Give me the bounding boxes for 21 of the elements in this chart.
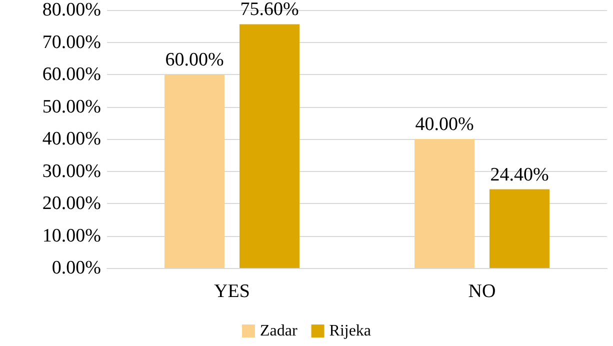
y-tick-label: 30.00% — [42, 160, 102, 182]
x-tick-label: YES — [214, 281, 250, 302]
y-tick-label: 10.00% — [42, 225, 102, 246]
y-tick-label: 50.00% — [42, 96, 102, 118]
y-tick-label: 0.00% — [52, 258, 102, 278]
y-tick-label: 40.00% — [42, 128, 102, 150]
legend-label: Zadar — [260, 322, 298, 340]
legend-label: Rijeka — [329, 322, 372, 340]
y-tick-label: 70.00% — [42, 32, 102, 53]
data-label: 24.40% — [490, 164, 549, 186]
y-tick-label: 60.00% — [42, 64, 102, 85]
data-label: 40.00% — [415, 114, 474, 135]
data-label: 60.00% — [165, 50, 224, 70]
bar — [414, 139, 474, 268]
y-tick-label: 20.00% — [42, 193, 102, 214]
x-tick-label: NO — [468, 281, 496, 302]
bar — [240, 24, 300, 268]
data-label: 75.60% — [240, 0, 299, 20]
y-tick-label: 80.00% — [42, 0, 102, 20]
bar — [490, 189, 550, 268]
bar — [164, 74, 224, 268]
